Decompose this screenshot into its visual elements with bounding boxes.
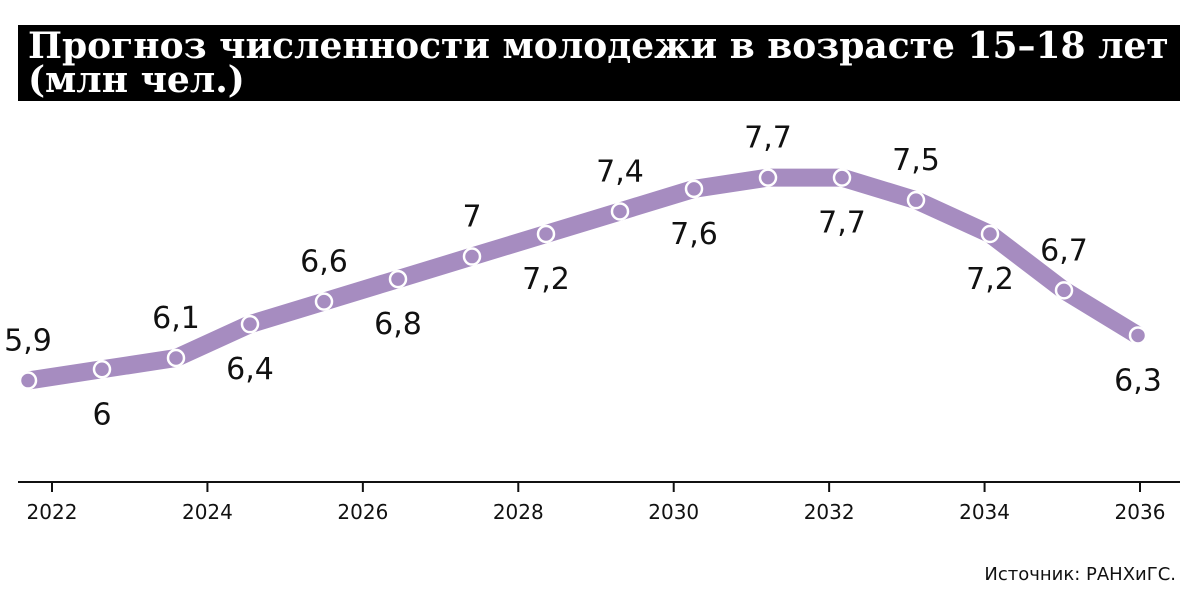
- value-label: 6: [92, 397, 111, 432]
- point: [758, 168, 778, 187]
- point: [388, 269, 408, 289]
- value-label: 6,8: [374, 307, 422, 342]
- point: [462, 247, 482, 266]
- value-label: 7,4: [596, 154, 644, 189]
- value-label: 6,4: [226, 352, 274, 387]
- title-bar: [18, 25, 1180, 101]
- x-tick-label: 2036: [1115, 500, 1166, 524]
- value-label: 5,9: [4, 324, 52, 359]
- x-tick-label: 2034: [959, 500, 1010, 524]
- x-tick-label: 2032: [804, 500, 855, 524]
- x-tick-label: 2022: [27, 500, 78, 524]
- x-tick-label: 2024: [182, 500, 233, 524]
- point: [92, 360, 112, 379]
- point: [240, 314, 260, 334]
- value-label: 7,7: [818, 206, 866, 241]
- x-tick-label: 2028: [493, 500, 544, 524]
- point: [1128, 326, 1148, 345]
- point: [18, 371, 38, 390]
- value-label: 7,2: [522, 262, 570, 297]
- source: Источник: РАНХиГС.: [984, 564, 1176, 585]
- point: [980, 224, 1000, 244]
- value-label: 7,7: [744, 121, 792, 156]
- value-label: 6,1: [152, 301, 200, 336]
- point: [1054, 281, 1074, 300]
- line: [19, 168, 1147, 390]
- value-label: 7,2: [966, 262, 1014, 297]
- point: [610, 202, 630, 221]
- point: [536, 224, 556, 244]
- chart-title: Прогноз численности молодежи в возрасте …: [28, 25, 1169, 101]
- point: [684, 179, 704, 199]
- value-label: 7,5: [892, 143, 940, 178]
- point: [166, 348, 186, 368]
- x-tick-label: 2030: [648, 500, 699, 524]
- value-label: 6,3: [1114, 363, 1162, 398]
- point: [906, 190, 926, 210]
- x-tick-label: 2026: [337, 500, 388, 524]
- value-label: 6,7: [1040, 233, 1088, 268]
- point: [832, 168, 852, 187]
- point: [314, 292, 334, 311]
- value-label: 7,6: [670, 217, 718, 252]
- value-label: 6,6: [300, 245, 348, 280]
- value-label: 7: [462, 200, 481, 235]
